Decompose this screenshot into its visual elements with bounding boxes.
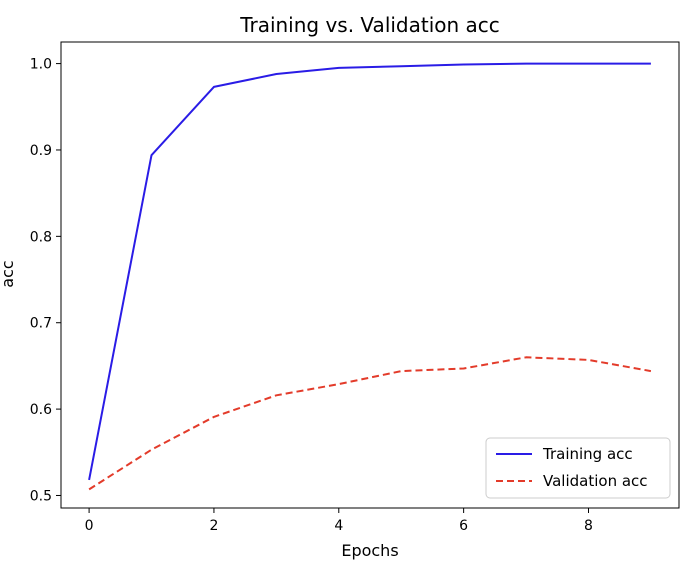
y-axis-label: acc — [0, 260, 17, 287]
chart-title: Training vs. Validation acc — [239, 13, 500, 37]
legend-label-training: Training acc — [542, 445, 633, 463]
x-tick-label: 8 — [584, 518, 593, 534]
y-tick-label: 0.5 — [30, 488, 52, 504]
legend: Training acc Validation acc — [485, 437, 671, 499]
y-tick-label: 0.9 — [30, 143, 52, 159]
y-tick-label: 0.8 — [30, 229, 52, 245]
y-tick-label: 0.6 — [30, 402, 52, 418]
y-tick-label: 0.7 — [30, 316, 52, 332]
plot-area: 0 2 4 6 8 0.5 0.6 0.7 0.8 0.9 1.0 — [30, 41, 680, 534]
x-tick-label: 0 — [85, 518, 94, 534]
series-line-training — [88, 62, 651, 481]
x-tick-label: 2 — [209, 518, 218, 534]
plot-frame — [60, 41, 680, 509]
x-tick-label: 6 — [459, 518, 468, 534]
x-tick-label: 4 — [334, 518, 343, 534]
x-axis-label: Epochs — [341, 541, 398, 560]
legend-label-validation: Validation acc — [543, 472, 648, 490]
y-tick-label: 1.0 — [30, 57, 52, 73]
